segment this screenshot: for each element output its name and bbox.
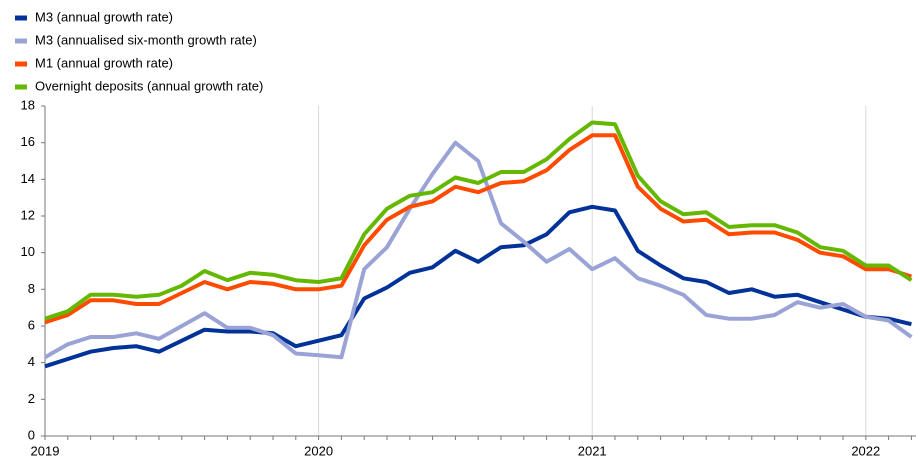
y-tick-label: 8 <box>28 281 35 296</box>
legend-label: M3 (annual growth rate) <box>35 9 173 24</box>
y-tick-label: 18 <box>21 97 35 112</box>
y-tick-label: 14 <box>21 171 35 186</box>
series-line <box>44 140 913 360</box>
x-tick-label: 2021 <box>578 443 607 458</box>
legend-label: M3 (annualised six-month growth rate) <box>35 32 257 47</box>
series-line <box>44 120 913 321</box>
y-tick-label: 6 <box>28 317 35 332</box>
series-line <box>44 204 912 369</box>
y-tick-label: 4 <box>28 354 35 369</box>
y-tick-label: 12 <box>21 207 35 222</box>
series-line <box>44 133 913 325</box>
x-tick-label: 2019 <box>31 443 60 458</box>
y-tick-label: 16 <box>21 134 35 149</box>
y-tick-label: 0 <box>28 427 35 442</box>
legend-label: Overnight deposits (annual growth rate) <box>35 78 263 93</box>
y-tick-label: 10 <box>21 244 35 259</box>
x-tick-label: 2022 <box>851 443 880 458</box>
y-tick-label: 2 <box>28 391 35 406</box>
legend-label: M1 (annual growth rate) <box>35 55 173 70</box>
x-tick-label: 2020 <box>304 443 333 458</box>
